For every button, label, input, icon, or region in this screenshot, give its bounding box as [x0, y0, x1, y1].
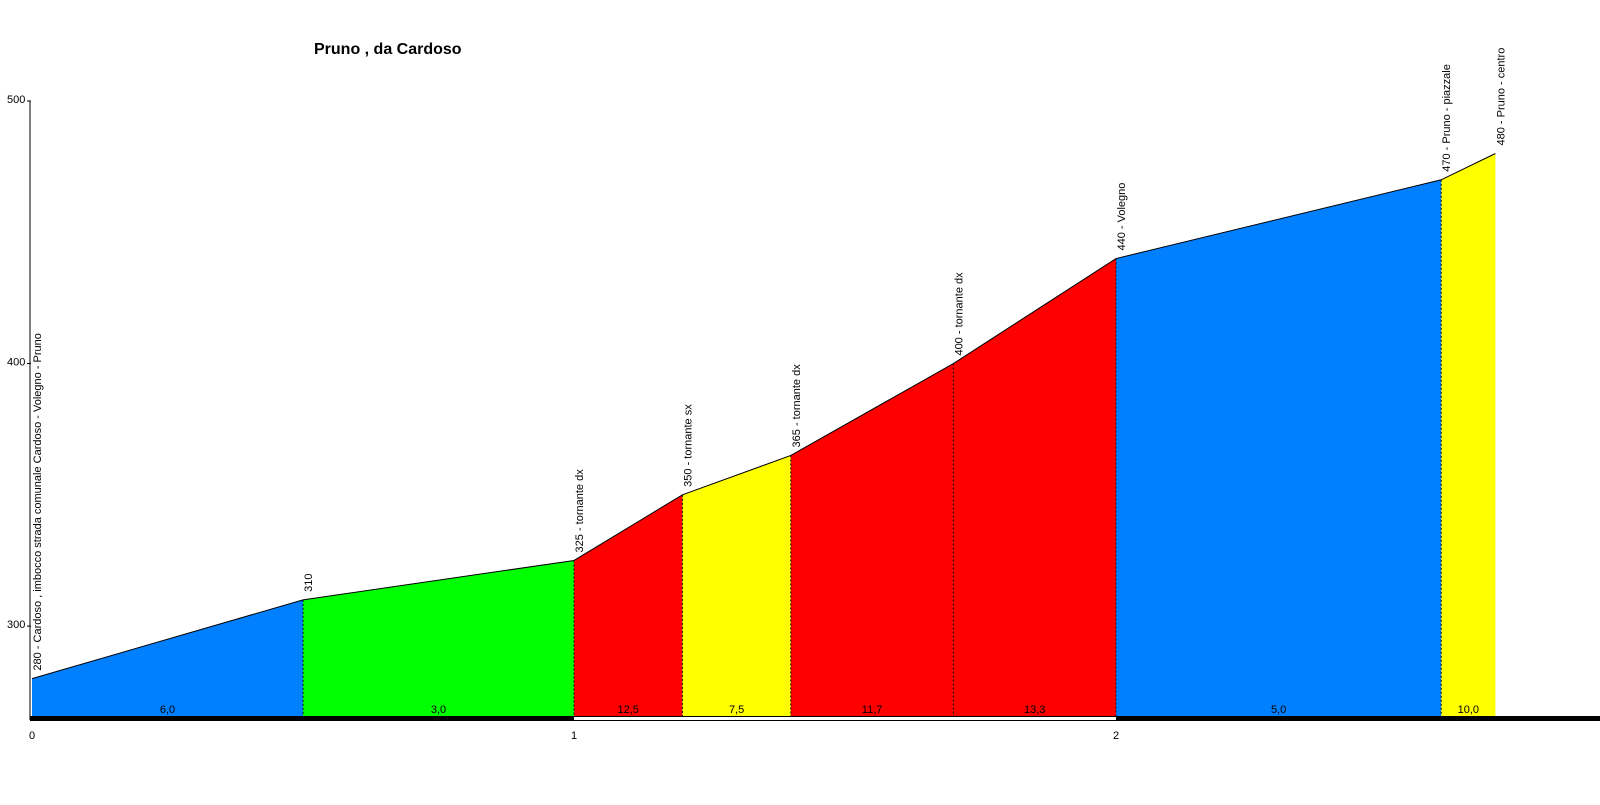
segment-gradient-label: 13,3	[1024, 704, 1045, 716]
point-label: 470 - Pruno - piazzale	[1441, 64, 1453, 172]
x-tick-label: 1	[571, 730, 577, 742]
x-axis-stripe	[574, 717, 1116, 720]
point-label: 310	[303, 573, 315, 591]
y-tick-label: 500	[7, 94, 25, 106]
point-label: 480 - Pruno - centro	[1495, 48, 1507, 146]
segment-area	[32, 599, 303, 716]
segment-gradient-label: 7,5	[729, 704, 744, 716]
y-tick-label: 400	[7, 357, 25, 369]
chart-title: Pruno , da Cardoso	[314, 41, 462, 58]
segment-area	[953, 258, 1116, 716]
segment-area	[682, 455, 791, 716]
axes	[27, 100, 1600, 721]
segment-gradient-label: 10,0	[1458, 704, 1479, 716]
segment-gradient-label: 11,7	[862, 704, 883, 716]
x-tick-label: 0	[29, 730, 35, 742]
segment-area	[1441, 153, 1496, 717]
segment-area	[790, 363, 954, 716]
segment-fills	[32, 153, 1496, 717]
point-label: 365 - tornante dx	[791, 364, 803, 448]
segment-gradient-label: 3,0	[431, 704, 446, 716]
x-tick-label: 2	[1113, 730, 1119, 742]
segment-gradient-label: 5,0	[1271, 704, 1286, 716]
point-label: 350 - tornante sx	[682, 404, 694, 487]
segment-area	[1116, 179, 1442, 716]
point-label: 400 - tornante dx	[953, 272, 965, 356]
segment-area	[574, 494, 683, 716]
y-tick-label: 300	[7, 619, 25, 631]
segment-area	[303, 560, 574, 716]
segment-gradient-label: 6,0	[160, 704, 175, 716]
point-label: 325 - tornante dx	[574, 469, 586, 553]
point-label: 280 - Cardoso , imbocco strada comunale …	[32, 333, 44, 671]
labels: 6,0 3,0 12,5 7,5 11,7 13,3 5,0 10,0 300 400 500 0 1 2…	[7, 48, 1507, 742]
segment-gradient-label: 12,5	[617, 704, 638, 716]
point-label: 440 - Volegno	[1116, 183, 1128, 251]
